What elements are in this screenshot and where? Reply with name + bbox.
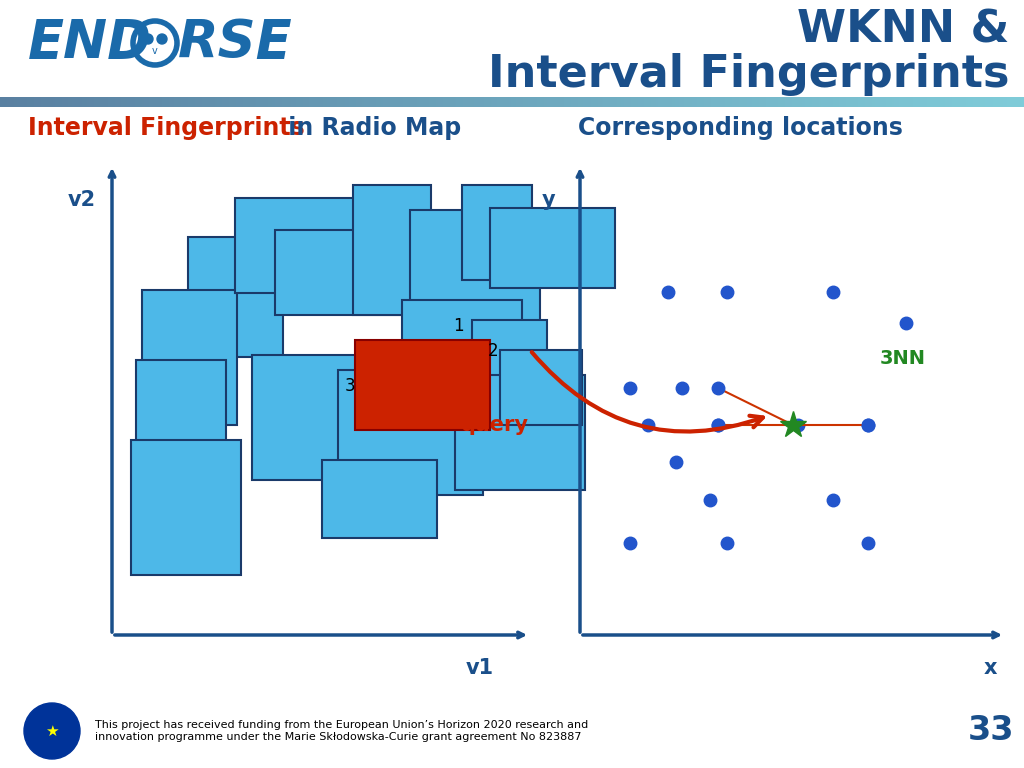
Text: WKNN &: WKNN & — [797, 8, 1009, 51]
Bar — [275, 230, 425, 315]
Text: 3NN: 3NN — [880, 349, 926, 368]
Bar — [322, 460, 437, 538]
Bar — [410, 210, 540, 325]
Circle shape — [143, 34, 153, 44]
Text: Corresponding locations: Corresponding locations — [578, 116, 903, 140]
Text: END: END — [28, 17, 152, 69]
FancyArrowPatch shape — [531, 352, 763, 432]
Bar — [131, 440, 241, 575]
Bar — [234, 198, 355, 293]
Text: v1: v1 — [466, 658, 494, 678]
Text: 33: 33 — [968, 714, 1014, 747]
Text: 2: 2 — [488, 342, 499, 360]
Bar — [455, 375, 585, 490]
Text: v2: v2 — [68, 190, 96, 210]
Bar — [188, 237, 283, 357]
Text: in Radio Map: in Radio Map — [280, 116, 461, 140]
Text: RSE: RSE — [178, 17, 293, 69]
Text: Interval Fingerprints: Interval Fingerprints — [28, 116, 305, 140]
Bar — [490, 208, 615, 288]
Bar — [355, 340, 490, 430]
Bar — [353, 185, 431, 315]
Bar — [252, 355, 392, 480]
Text: x: x — [983, 658, 996, 678]
Bar — [500, 350, 582, 425]
Text: ★: ★ — [45, 723, 58, 739]
Text: 1: 1 — [453, 317, 464, 335]
Bar — [402, 300, 522, 395]
Bar — [142, 290, 237, 425]
Text: query: query — [460, 415, 528, 435]
Text: This project has received funding from the European Union’s Horizon 2020 researc: This project has received funding from t… — [95, 720, 588, 742]
Text: Interval Fingerprints: Interval Fingerprints — [487, 54, 1009, 97]
Text: 3: 3 — [345, 377, 355, 395]
Bar — [472, 320, 547, 380]
Text: y: y — [542, 190, 555, 210]
Circle shape — [24, 703, 80, 759]
Bar — [462, 185, 532, 280]
Text: v: v — [153, 46, 158, 56]
Circle shape — [157, 34, 167, 44]
Bar — [338, 370, 483, 495]
Bar — [136, 360, 226, 470]
